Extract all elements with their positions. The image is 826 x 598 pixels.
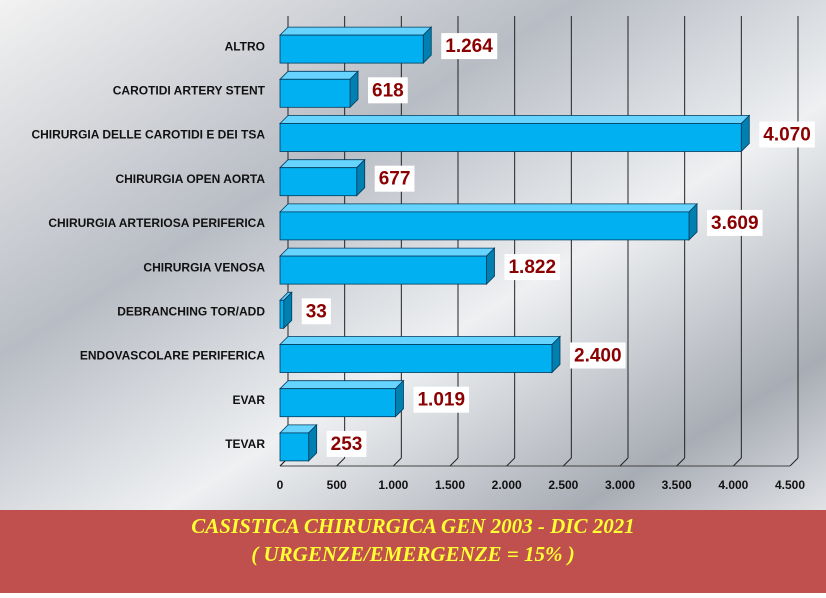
bar <box>279 344 553 373</box>
grid-line <box>789 457 799 467</box>
x-tick-label: 500 <box>327 478 347 492</box>
y-tick-label: EVAR <box>233 393 266 407</box>
y-tick-label: ALTRO <box>225 39 265 53</box>
grid-line <box>619 457 629 467</box>
value-label: 1.019 <box>417 390 465 411</box>
x-tick-label: 4.500 <box>775 478 805 492</box>
grid-line <box>732 457 742 467</box>
value-label-box <box>759 121 815 148</box>
y-tick-label: ENDOVASCOLARE PERIFERICA <box>80 349 265 363</box>
bar-top <box>279 26 433 36</box>
x-tick-label: 1.000 <box>378 478 408 492</box>
grid-line <box>449 457 459 467</box>
value-label-box <box>374 165 415 192</box>
bar-top <box>279 380 405 390</box>
value-label-box <box>301 298 331 325</box>
grid-line <box>392 457 402 467</box>
x-tick-label: 2.500 <box>548 478 578 492</box>
y-tick-label: TEVAR <box>225 437 265 451</box>
y-tick-label: CHIRURGIA ARTERIOSA PERIFERICA <box>48 216 265 230</box>
value-label: 3.609 <box>711 213 759 234</box>
chart-subtitle: ( URGENZE/EMERGENZE = 15% ) <box>251 542 575 566</box>
bar <box>279 388 396 418</box>
y-tick-label: CAROTIDI ARTERY STENT <box>113 83 266 97</box>
bar <box>279 167 358 197</box>
bar <box>279 34 424 64</box>
bar-top <box>279 336 561 345</box>
y-tick-label: CHIRURGIA OPEN AORTA <box>115 172 265 186</box>
bar <box>279 123 742 152</box>
y-tick-label: CHIRURGIA DELLE CAROTIDI E DEI TSA <box>31 128 265 142</box>
value-label-box <box>707 209 763 236</box>
x-tick-label: 3.500 <box>662 478 692 492</box>
bar-top <box>279 203 698 213</box>
value-label: 677 <box>379 169 411 190</box>
value-label: 1.264 <box>445 36 493 57</box>
value-label: 253 <box>331 434 363 455</box>
value-label-box <box>504 254 561 281</box>
x-tick-label: 2.000 <box>492 478 522 492</box>
bar-top <box>279 159 366 169</box>
grid-line <box>506 457 516 467</box>
bar <box>279 211 690 241</box>
value-label: 4.070 <box>763 125 811 146</box>
value-label-box <box>368 77 408 104</box>
bar-top <box>279 70 360 80</box>
grid-line <box>336 457 346 467</box>
bar <box>279 299 285 329</box>
grid-line <box>676 457 686 467</box>
y-tick-label: DEBRANCHING TOR/ADD <box>117 304 265 318</box>
value-label: 618 <box>372 80 404 101</box>
x-tick-label: 3.000 <box>605 478 635 492</box>
value-label-box <box>413 386 470 413</box>
grid-line <box>562 457 572 467</box>
chart-title: CASISTICA CHIRURGICA GEN 2003 - DIC 2021 <box>191 514 634 538</box>
x-tick-label: 0 <box>277 478 284 492</box>
value-label: 2.400 <box>574 346 622 367</box>
value-label: 33 <box>306 301 327 322</box>
bar <box>279 78 351 108</box>
bar <box>279 255 487 285</box>
title-panel <box>0 510 826 593</box>
x-tick-label: 4.000 <box>718 478 748 492</box>
y-tick-label: CHIRURGIA VENOSA <box>143 260 265 274</box>
value-label-box <box>326 430 367 457</box>
value-label-box <box>441 33 498 60</box>
value-label-box <box>570 342 626 369</box>
bar-top <box>279 247 496 257</box>
value-label: 1.822 <box>508 257 556 278</box>
bar <box>279 432 310 462</box>
bar-top <box>279 115 751 124</box>
x-tick-label: 1.500 <box>435 478 465 492</box>
